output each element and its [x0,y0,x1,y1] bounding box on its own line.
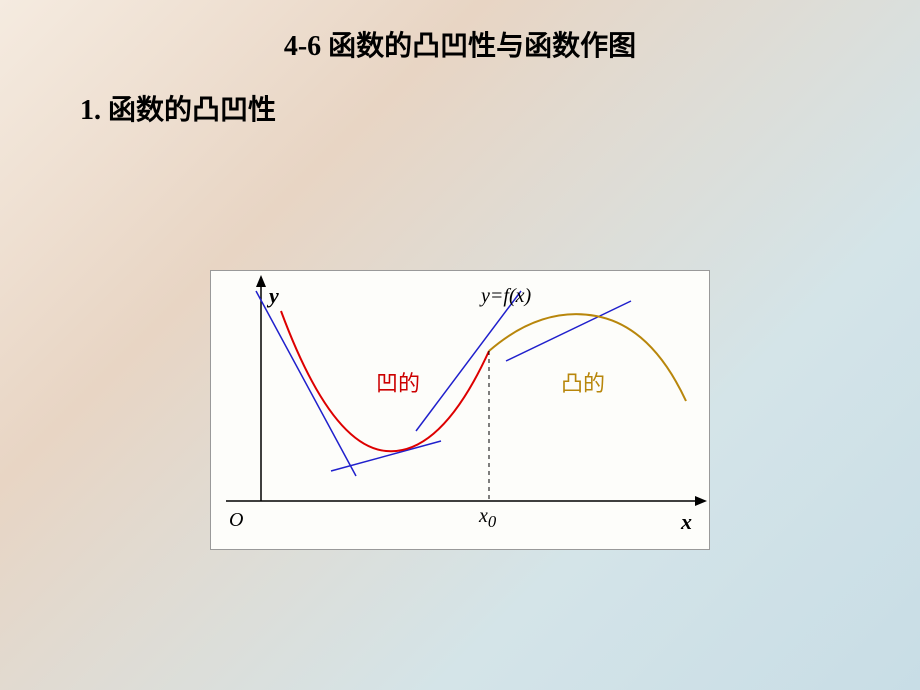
x0-label: x0 [479,505,496,532]
origin-label: O [229,509,243,532]
tangent-line-1 [256,291,356,476]
x-axis-label: x [681,509,692,535]
graph-svg [211,271,711,551]
concavity-graph: y y=f(x) O x0 x 凹的 凸的 [210,270,710,550]
tangent-line-2 [331,441,441,471]
tangent-line-4 [506,301,631,361]
section-subtitle: 1. 函数的凸凹性 [80,88,276,128]
x0-text: x0 [479,505,496,527]
concave-label: 凹的 [376,366,420,398]
page-title: 4-6 函数的凸凹性与函数作图 [0,24,920,64]
function-label: y=f(x) [481,285,531,308]
tangent-line-3 [416,291,521,431]
y-axis-label: y [269,283,279,309]
convex-label: 凸的 [561,366,605,398]
y-axis-arrow [256,275,266,287]
function-label-text: y=f(x) [481,285,531,307]
x-axis-arrow [695,496,707,506]
